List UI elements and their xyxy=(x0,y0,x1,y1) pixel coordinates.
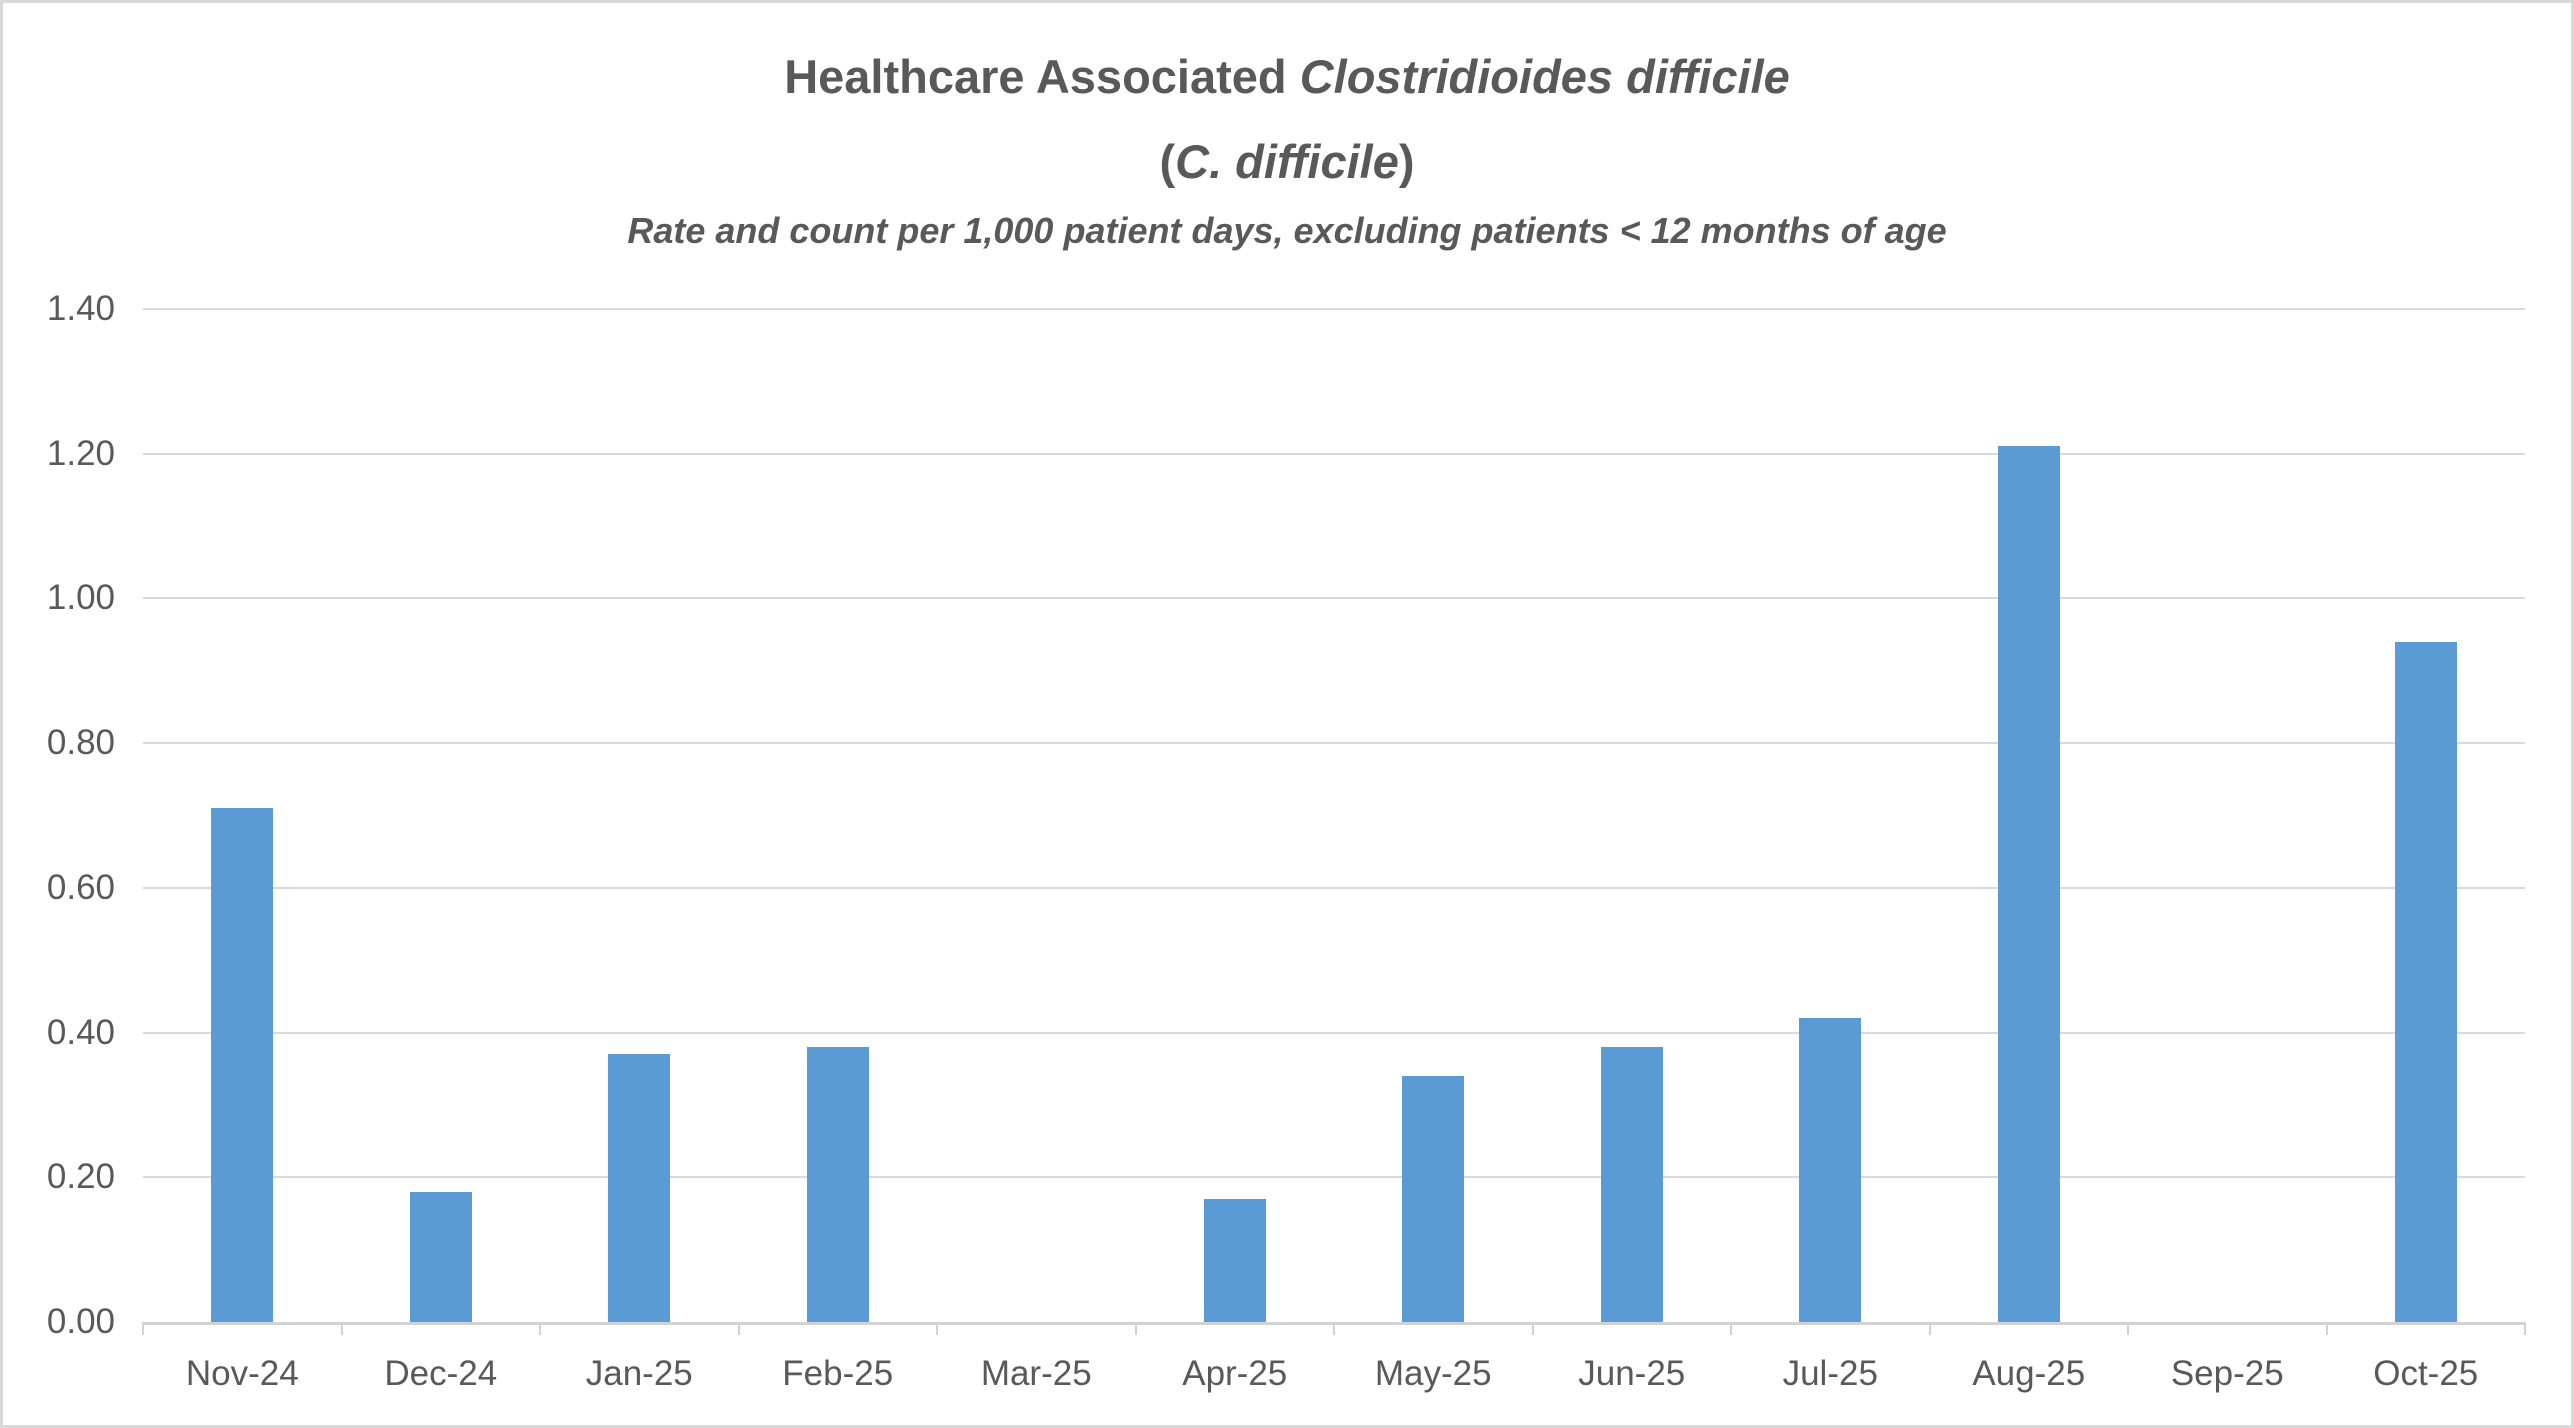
x-axis-label-Nov-24: Nov-24 xyxy=(185,1354,299,1393)
bar-Aug-25 xyxy=(1997,446,2060,1322)
title2-close-paren: ) xyxy=(1398,135,1415,188)
chart-title-line2: (C. difficile) xyxy=(3,133,2571,190)
x-axis-label-Feb-25: Feb-25 xyxy=(782,1354,894,1393)
bar-May-25 xyxy=(1402,1075,1465,1322)
y-axis-label: 0.40 xyxy=(46,1012,115,1052)
title2-open-paren: ( xyxy=(1159,135,1176,188)
x-axis-tick xyxy=(2524,1322,2526,1335)
title-text-normal: Healthcare Associated xyxy=(784,50,1300,103)
x-axis-label-Mar-25: Mar-25 xyxy=(980,1354,1092,1393)
y-axis-label: 1.00 xyxy=(46,578,115,618)
y-axis-label: 1.40 xyxy=(46,289,115,328)
x-axis-tick xyxy=(1333,1322,1335,1335)
x-axis-label-Apr-25: Apr-25 xyxy=(1182,1354,1288,1393)
x-axis-label-Jan-25: Jan-25 xyxy=(585,1354,693,1393)
gridline xyxy=(143,1031,2525,1034)
y-axis-label: 0.60 xyxy=(46,867,115,907)
gridline xyxy=(143,742,2525,745)
chart-title-block: Healthcare Associated Clostridioides dif… xyxy=(3,48,2571,252)
x-axis-label-Jun-25: Jun-25 xyxy=(1578,1354,1686,1393)
x-axis-label-Aug-25: Aug-25 xyxy=(1972,1354,2086,1393)
x-axis-tick xyxy=(737,1322,740,1335)
bar-Apr-25 xyxy=(1203,1198,1266,1322)
gridline xyxy=(143,452,2525,455)
bar-Dec-24 xyxy=(409,1191,472,1322)
x-axis-tick xyxy=(539,1322,541,1335)
x-axis-label-Oct-25: Oct-25 xyxy=(2373,1354,2479,1393)
x-axis-label-May-25: May-25 xyxy=(1374,1354,1492,1393)
bar-Jan-25 xyxy=(608,1054,671,1322)
x-axis-tick xyxy=(142,1322,144,1335)
bar-Oct-25 xyxy=(2394,641,2457,1322)
gridline xyxy=(143,308,2525,310)
plot-area: 0.00 0.20 0.40 0.60 0.80 1.00 1.20 1.40 Nov-24 De… xyxy=(3,3,2571,1425)
x-axis-tick xyxy=(340,1322,343,1335)
chart-subtitle: Rate and count per 1,000 patient days, e… xyxy=(627,210,1947,251)
x-axis-tick xyxy=(2127,1322,2129,1335)
chart-title-line1: Healthcare Associated Clostridioides dif… xyxy=(3,48,2571,105)
title2-species: C. difficile xyxy=(1175,135,1399,188)
y-axis-label: 0.80 xyxy=(46,723,115,763)
gridline xyxy=(143,1176,2525,1179)
x-axis-tick xyxy=(1531,1322,1534,1335)
x-axis-tick xyxy=(2325,1322,2328,1335)
x-axis-tick xyxy=(936,1322,938,1335)
gridline xyxy=(143,886,2525,889)
x-axis-label-Jul-25: Jul-25 xyxy=(1782,1354,1878,1393)
x-axis-label-Sep-25: Sep-25 xyxy=(2170,1354,2284,1393)
title-text-species: Clostridioides difficile xyxy=(1299,50,1790,103)
y-axis-label: 0.20 xyxy=(46,1157,115,1197)
x-axis-tick xyxy=(1928,1322,1931,1335)
bar-Jul-25 xyxy=(1799,1018,1862,1322)
bar-Feb-25 xyxy=(806,1047,869,1322)
x-axis-label-Dec-24: Dec-24 xyxy=(384,1354,498,1393)
gridline xyxy=(143,597,2525,600)
x-axis-tick xyxy=(1730,1322,1732,1335)
y-axis-label: 0.00 xyxy=(46,1302,115,1341)
y-axis-label: 1.20 xyxy=(46,433,115,473)
bar-Nov-24 xyxy=(211,808,274,1322)
x-axis-tick xyxy=(1134,1322,1137,1335)
bar-Jun-25 xyxy=(1600,1047,1663,1322)
